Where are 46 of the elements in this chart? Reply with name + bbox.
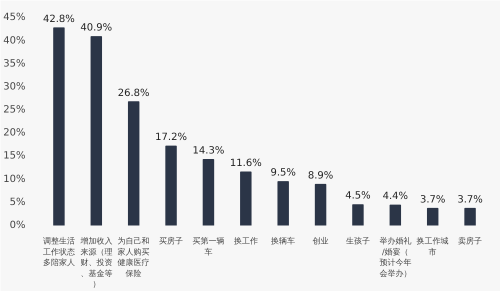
data-label: 11.6% xyxy=(230,158,262,169)
data-label: 3.7% xyxy=(420,194,446,206)
y-tick-label: 0% xyxy=(10,220,26,231)
bar xyxy=(314,184,326,226)
data-label: 26.8% xyxy=(118,88,150,99)
x-tick-label: 换工作城市 xyxy=(416,236,449,256)
bar xyxy=(352,204,364,226)
x-tick-label: 买房子 xyxy=(159,236,184,246)
x-tick-label: 举办婚礼/婚宴（预计今年会举办） xyxy=(379,236,412,278)
y-tick-label: 5% xyxy=(10,196,26,208)
y-tick-label: 40% xyxy=(3,35,26,46)
bar xyxy=(464,208,476,226)
data-label: 4.5% xyxy=(345,190,371,202)
bar xyxy=(426,208,438,226)
data-label: 3.7% xyxy=(457,194,483,206)
y-tick-label: 35% xyxy=(3,58,26,70)
data-label: 4.4% xyxy=(382,191,408,202)
bar xyxy=(277,181,289,226)
y-tick-label: 10% xyxy=(3,174,26,185)
bar xyxy=(90,36,102,226)
bar xyxy=(128,101,140,226)
data-label: 9.5% xyxy=(270,168,296,179)
data-label: 40.9% xyxy=(80,22,112,34)
bar xyxy=(165,146,177,226)
bar xyxy=(390,204,402,226)
data-label: 14.3% xyxy=(192,145,224,156)
x-tick-label: 调整生活工作状态多陪家人 xyxy=(42,236,75,268)
data-label: 42.8% xyxy=(43,14,75,25)
bar xyxy=(240,171,252,226)
bar xyxy=(53,27,65,226)
y-tick-label: 30% xyxy=(3,81,26,92)
x-tick-label: 换工作 xyxy=(234,236,258,246)
y-tick-label: 45% xyxy=(3,12,26,24)
data-label: 8.9% xyxy=(308,170,334,182)
x-tick-label: 创业 xyxy=(312,236,329,246)
x-tick-label: 换辆车 xyxy=(271,236,296,246)
data-label: 17.2% xyxy=(155,132,187,144)
bar xyxy=(202,158,214,226)
y-tick-label: 25% xyxy=(3,104,26,116)
x-tick-label: 买第一辆车 xyxy=(192,236,224,256)
x-tick-label: 增加收入来源（理财、投资、基金等） xyxy=(79,236,112,289)
x-tick-label: 生孩子 xyxy=(346,236,370,246)
y-tick-label: 15% xyxy=(3,150,26,162)
y-tick-label: 20% xyxy=(3,128,26,139)
x-tick-label: 卖房子 xyxy=(458,236,482,246)
x-tick-label: 为自己和家人购买健康医疗保险 xyxy=(118,236,150,278)
